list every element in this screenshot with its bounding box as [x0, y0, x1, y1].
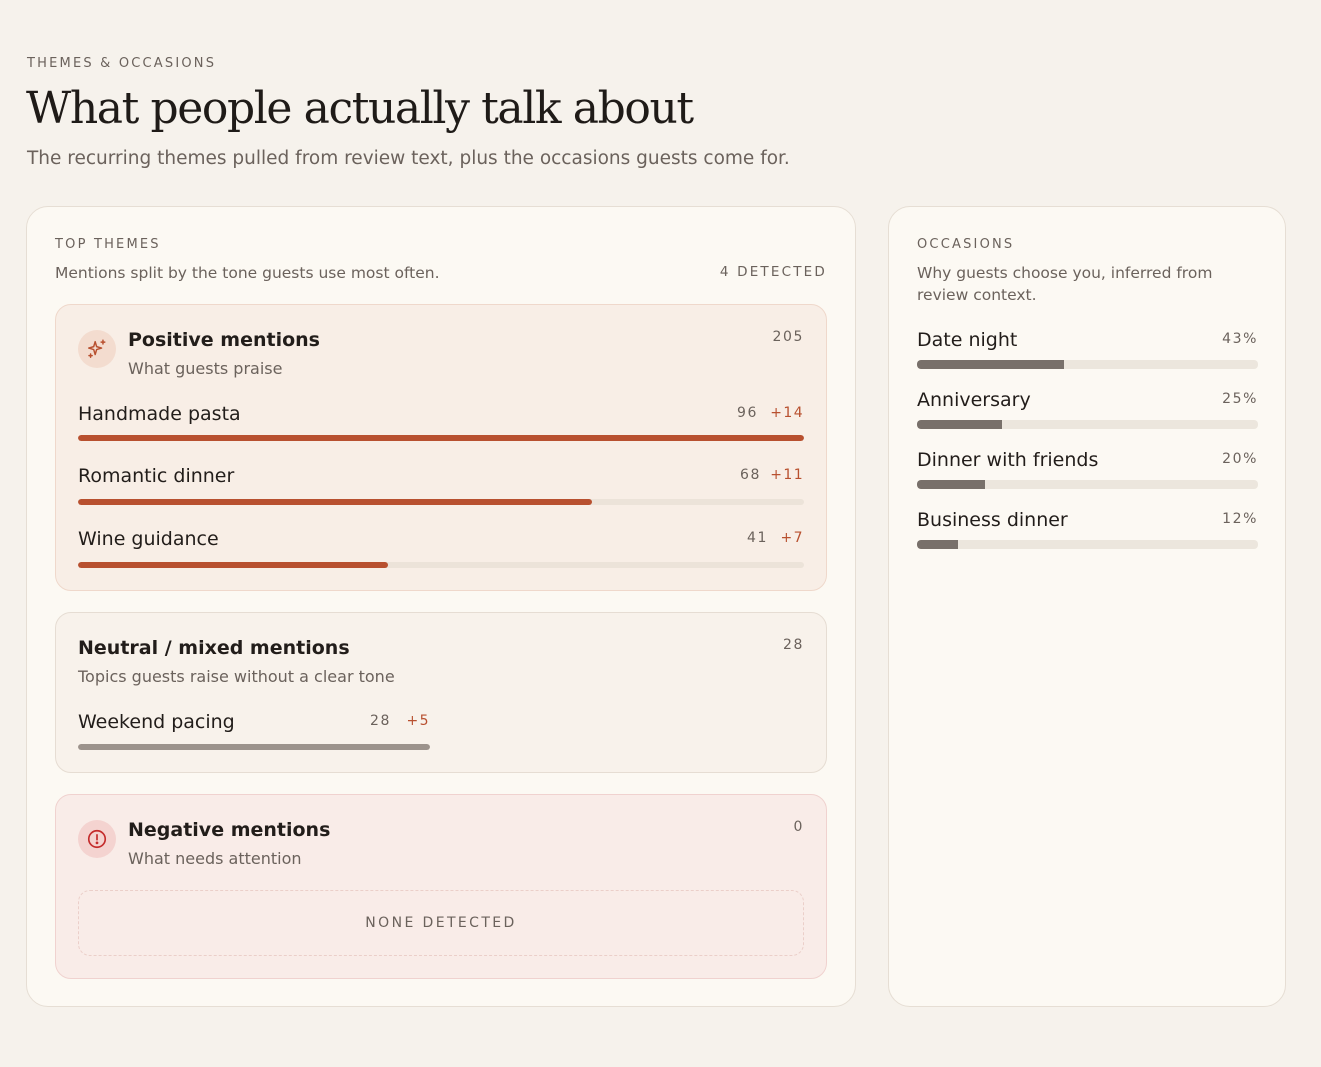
- negative-mentions-group: Negative mentions What needs attention 0…: [55, 794, 827, 979]
- occasions-eyebrow: OCCASIONS: [917, 237, 1015, 252]
- theme-delta: +11: [770, 467, 804, 483]
- theme-label: Wine guidance: [78, 528, 219, 550]
- occasion-row[interactable]: Date night 43%: [917, 329, 1258, 375]
- occasion-percent: 25%: [1222, 391, 1258, 407]
- positive-mentions-group: Positive mentions What guests praise 205…: [55, 304, 827, 591]
- neutral-mentions-group: Neutral / mixed mentions Topics guests r…: [55, 612, 827, 773]
- occasion-bar-fill: [917, 540, 958, 549]
- empty-state: NONE DETECTED: [78, 890, 804, 956]
- theme-label: Handmade pasta: [78, 403, 241, 425]
- positive-mentions-title: Positive mentions: [128, 329, 320, 351]
- detected-count: 4 DETECTED: [719, 264, 827, 280]
- negative-mentions-subtitle: What needs attention: [128, 849, 302, 868]
- neutral-mentions-title: Neutral / mixed mentions: [78, 637, 350, 659]
- positive-mentions-subtitle: What guests praise: [128, 359, 283, 378]
- occasion-percent: 12%: [1222, 511, 1258, 527]
- theme-bar-fill: [78, 499, 593, 505]
- neutral-mentions-count: 28: [782, 637, 804, 653]
- theme-bar-track: [78, 744, 430, 750]
- theme-bar-fill: [78, 744, 430, 750]
- top-themes-eyebrow: TOP THEMES: [55, 237, 161, 252]
- theme-bar-track: [78, 562, 804, 568]
- section-eyebrow: THEMES & OCCASIONS: [27, 56, 217, 71]
- occasion-bar-track: [917, 480, 1258, 489]
- occasion-row[interactable]: Dinner with friends 20%: [917, 449, 1258, 495]
- positive-mentions-count: 205: [772, 329, 804, 345]
- theme-row[interactable]: Romantic dinner 68 +11: [78, 465, 804, 525]
- alert-circle-icon: [78, 820, 116, 858]
- theme-row[interactable]: Weekend pacing 28 +5: [78, 711, 430, 771]
- occasion-bar-track: [917, 360, 1258, 369]
- occasions-description: Why guests choose you, inferred from rev…: [917, 264, 1213, 304]
- occasion-percent: 43%: [1222, 331, 1258, 347]
- occasion-bar-fill: [917, 420, 1003, 429]
- theme-row[interactable]: Wine guidance 41 +7: [78, 528, 804, 588]
- occasion-bar-track: [917, 420, 1258, 429]
- occasions-card: OCCASIONS Why guests choose you, inferre…: [888, 206, 1286, 1007]
- theme-bar-fill: [78, 562, 389, 568]
- top-themes-card: TOP THEMES Mentions split by the tone gu…: [26, 206, 856, 1007]
- occasion-label: Date night: [917, 329, 1018, 351]
- occasion-percent: 20%: [1222, 451, 1258, 467]
- theme-bar-track: [78, 499, 804, 505]
- theme-count: 96: [736, 405, 758, 421]
- occasion-bar-track: [917, 540, 1258, 549]
- occasion-row[interactable]: Anniversary 25%: [917, 389, 1258, 435]
- occasion-label: Anniversary: [917, 389, 1031, 411]
- page-subtitle: The recurring themes pulled from review …: [27, 148, 790, 169]
- theme-bar-fill: [78, 435, 804, 441]
- theme-label: Romantic dinner: [78, 465, 235, 487]
- theme-delta: +7: [780, 530, 804, 546]
- neutral-mentions-subtitle: Topics guests raise without a clear tone: [78, 667, 395, 686]
- occasion-row[interactable]: Business dinner 12%: [917, 509, 1258, 555]
- occasion-bar-fill: [917, 360, 1064, 369]
- theme-count: 28: [369, 713, 391, 729]
- theme-row[interactable]: Handmade pasta 96 +14: [78, 403, 804, 463]
- page-title: What people actually talk about: [26, 83, 694, 134]
- theme-count: 68: [739, 467, 761, 483]
- negative-mentions-title: Negative mentions: [128, 819, 331, 841]
- theme-count: 41: [746, 530, 768, 546]
- occasion-bar-fill: [917, 480, 986, 489]
- negative-mentions-count: 0: [793, 819, 804, 835]
- occasion-label: Business dinner: [917, 509, 1068, 531]
- top-themes-description: Mentions split by the tone guests use mo…: [55, 264, 440, 282]
- theme-delta: +14: [770, 405, 804, 421]
- occasion-label: Dinner with friends: [917, 449, 1099, 471]
- sparkle-icon: [78, 330, 116, 368]
- theme-bar-track: [78, 435, 804, 441]
- theme-label: Weekend pacing: [78, 711, 235, 733]
- theme-delta: +5: [406, 713, 430, 729]
